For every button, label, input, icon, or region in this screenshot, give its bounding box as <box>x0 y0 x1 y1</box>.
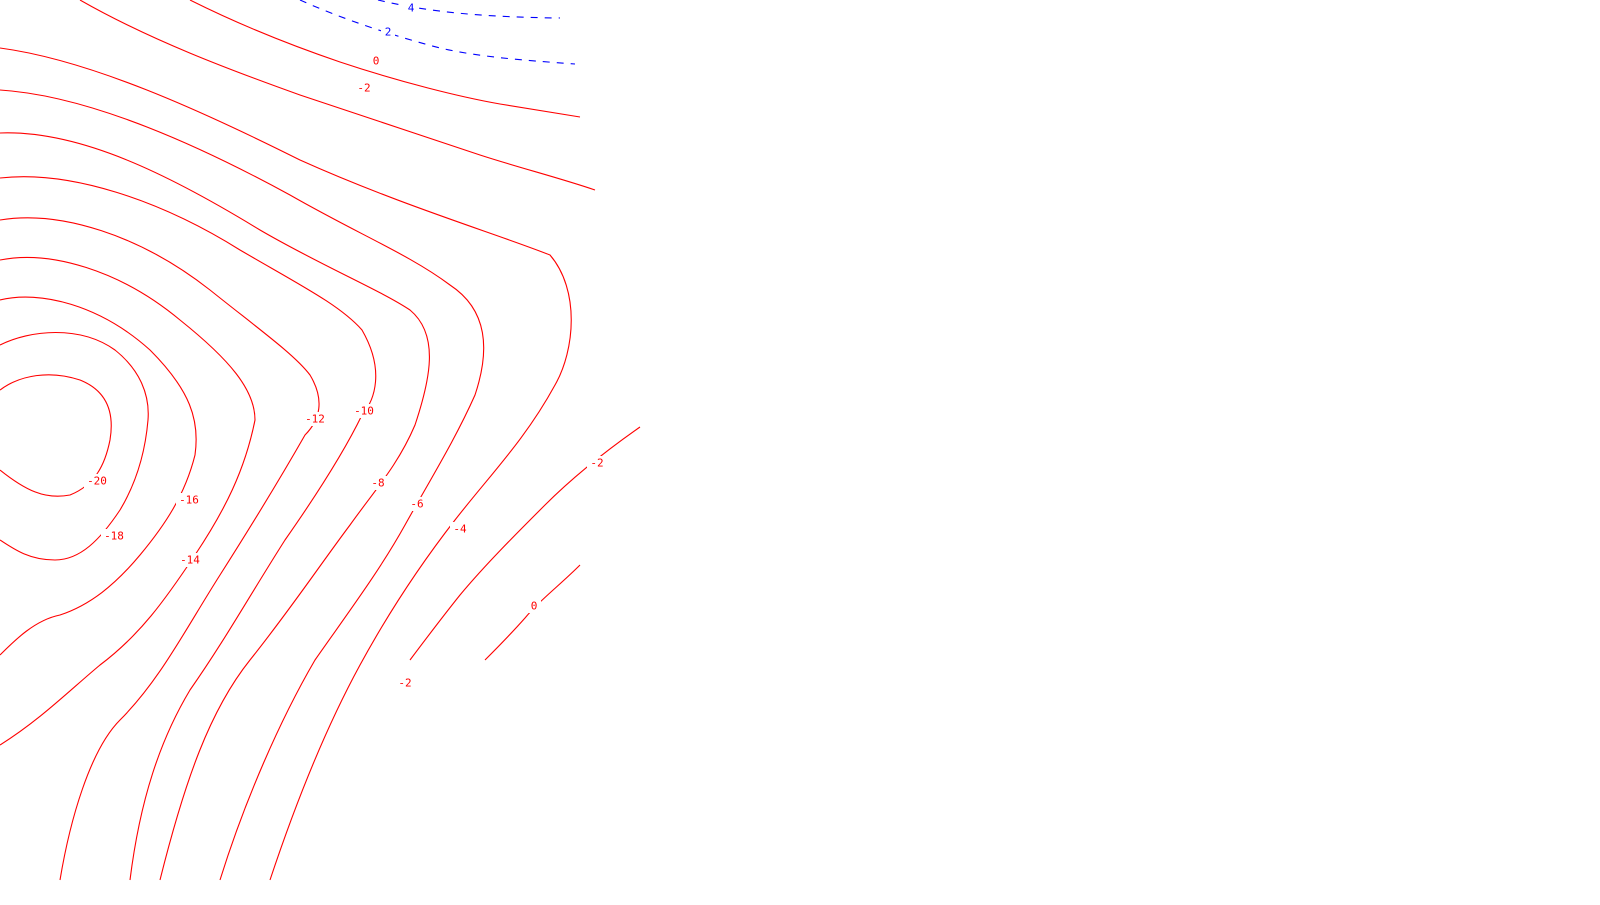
contour-label-minus4: -4 <box>450 522 470 536</box>
contour-label-minus8-text: -8 <box>371 477 384 490</box>
contour-label-minus2-right: -2 <box>587 456 607 470</box>
contour-label-minus6: -6 <box>407 497 427 511</box>
contour-label-minus6-text: -6 <box>410 498 423 511</box>
contour-label-minus10-text: -10 <box>354 405 374 418</box>
contour-label-0-right: 0 <box>527 599 541 613</box>
contour-label-minus14: -14 <box>177 553 203 567</box>
contour-label-4-text: 4 <box>408 2 415 15</box>
contour-label-minus2-right-text: -2 <box>590 457 603 470</box>
contour-label-0-right-text: 0 <box>531 600 538 613</box>
contour-label-minus2-bottom-text: -2 <box>398 677 411 690</box>
contour-line-4 <box>377 0 561 19</box>
negative-contours <box>0 0 641 881</box>
contour-label-0-top: 0 <box>369 54 383 68</box>
contour-line-minus16 <box>0 296 197 656</box>
contour-label-minus12: -12 <box>302 412 328 426</box>
contour-label-minus12-text: -12 <box>305 413 325 426</box>
contour-line-0-top <box>189 0 581 118</box>
contour-label-minus4-text: -4 <box>453 523 467 536</box>
contour-label-minus14-text: -14 <box>180 554 200 567</box>
contour-label-minus2-top: -2 <box>354 81 374 95</box>
contour-line-minus14 <box>0 257 256 746</box>
contour-label-minus16-text: -16 <box>179 494 199 507</box>
contour-line-minus12 <box>0 217 320 881</box>
contour-line-minus2-top <box>79 0 596 191</box>
contour-label-minus16: -16 <box>176 493 202 507</box>
contour-label-minus18: -18 <box>101 529 127 543</box>
contour-label-0-top-text: 0 <box>373 55 380 68</box>
contour-labels: 4 2 0 -2 -20 -18 <box>84 1 607 690</box>
contour-label-minus2-top-text: -2 <box>357 82 370 95</box>
contour-label-4: 4 <box>404 1 418 15</box>
contour-line-2 <box>299 0 576 65</box>
contour-label-minus18-text: -18 <box>104 530 124 543</box>
contour-label-minus8: -8 <box>368 476 388 490</box>
contour-line-minus20 <box>0 374 112 497</box>
contour-label-minus20: -20 <box>84 474 110 488</box>
contour-label-minus10: -10 <box>351 404 377 418</box>
contour-line-minus8 <box>0 132 430 881</box>
contour-label-2-text: 2 <box>385 26 392 39</box>
contour-line-minus4 <box>0 47 572 881</box>
contour-label-minus20-text: -20 <box>87 475 107 488</box>
contour-label-2: 2 <box>381 25 395 39</box>
positive-contours <box>299 0 576 65</box>
contour-line-0-right <box>484 564 581 661</box>
contour-line-minus10 <box>0 176 377 881</box>
contour-label-minus2-bottom: -2 <box>395 676 415 690</box>
contour-line-minus6 <box>0 89 485 881</box>
contour-line-minus18 <box>0 331 149 561</box>
